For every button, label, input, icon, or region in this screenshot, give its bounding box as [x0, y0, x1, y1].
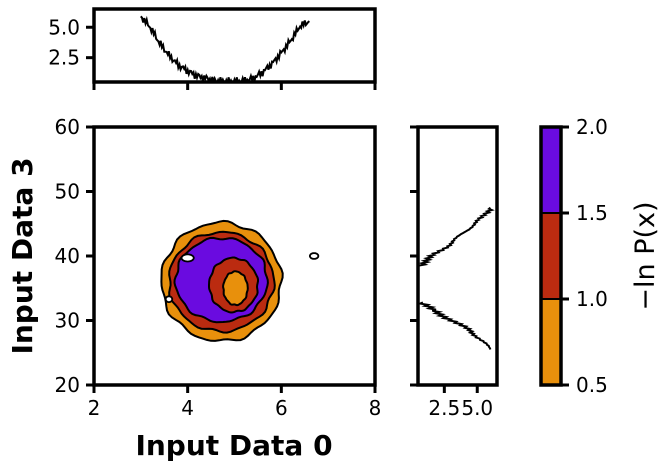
main-contour-plot: 2 4 6 8 20 30 40 50 60 Input Data 0 Input Data … [6, 115, 381, 462]
right-y-ticks [410, 125, 418, 387]
main-y-tick-label: 40 [55, 244, 80, 268]
right-x-tick-label: 5.0 [461, 396, 493, 420]
colorbar-frame [539, 125, 563, 387]
contour-island-0 [180, 253, 195, 263]
main-y-tick-label: 50 [55, 180, 80, 204]
colorbar-tick-label: 1.0 [576, 287, 608, 311]
colorbar-band-1 [541, 213, 561, 299]
colorbar-label: −ln P(x) [630, 201, 661, 310]
top-marginal-line [140, 15, 310, 82]
main-x-tick-label: 4 [181, 396, 194, 420]
contour-fill-group [160, 219, 320, 342]
top-y-ticks: 2.55.0 [48, 15, 94, 70]
colorbar-tick-label: 2.0 [576, 115, 608, 139]
colorbar-tick-label: 1.5 [576, 201, 608, 225]
colorbar-ticks: 0.5 1.0 1.5 2.0 [561, 115, 608, 397]
colorbar-band-0 [541, 299, 561, 385]
top-marginal-plot: 2.55.0 [48, 7, 377, 90]
main-x-tick-label: 6 [275, 396, 288, 420]
right-marginal-plot: 2.5 5.0 [410, 125, 499, 420]
right-marginal-line [418, 206, 495, 350]
main-y-tick-label: 30 [55, 309, 80, 333]
contour-island-1 [164, 295, 174, 303]
top-y-tick-label: 5.0 [48, 15, 80, 39]
colorbar-bands [541, 127, 561, 385]
right-x-tick-label: 2.5 [428, 396, 460, 420]
contour-level-4 [222, 270, 249, 307]
main-y-axis-label: Input Data 3 [6, 157, 39, 354]
top-x-ticks [92, 82, 377, 90]
top-axes-frame [92, 7, 377, 84]
main-y-tick-label: 60 [55, 115, 80, 139]
main-x-tick-label: 2 [88, 396, 101, 420]
main-y-tick-label: 20 [55, 373, 80, 397]
top-y-tick-label: 2.5 [48, 46, 80, 70]
colorbar-band-2 [541, 127, 561, 213]
contour-island-2 [309, 252, 320, 260]
colorbar: 0.5 1.0 1.5 2.0 −ln P(x) [539, 115, 661, 397]
main-x-tick-label: 8 [369, 396, 382, 420]
colorbar-tick-label: 0.5 [576, 373, 608, 397]
main-y-ticks: 20 30 40 50 60 [55, 115, 94, 397]
main-x-axis-label: Input Data 0 [135, 429, 332, 462]
right-x-ticks: 2.5 5.0 [428, 385, 493, 420]
